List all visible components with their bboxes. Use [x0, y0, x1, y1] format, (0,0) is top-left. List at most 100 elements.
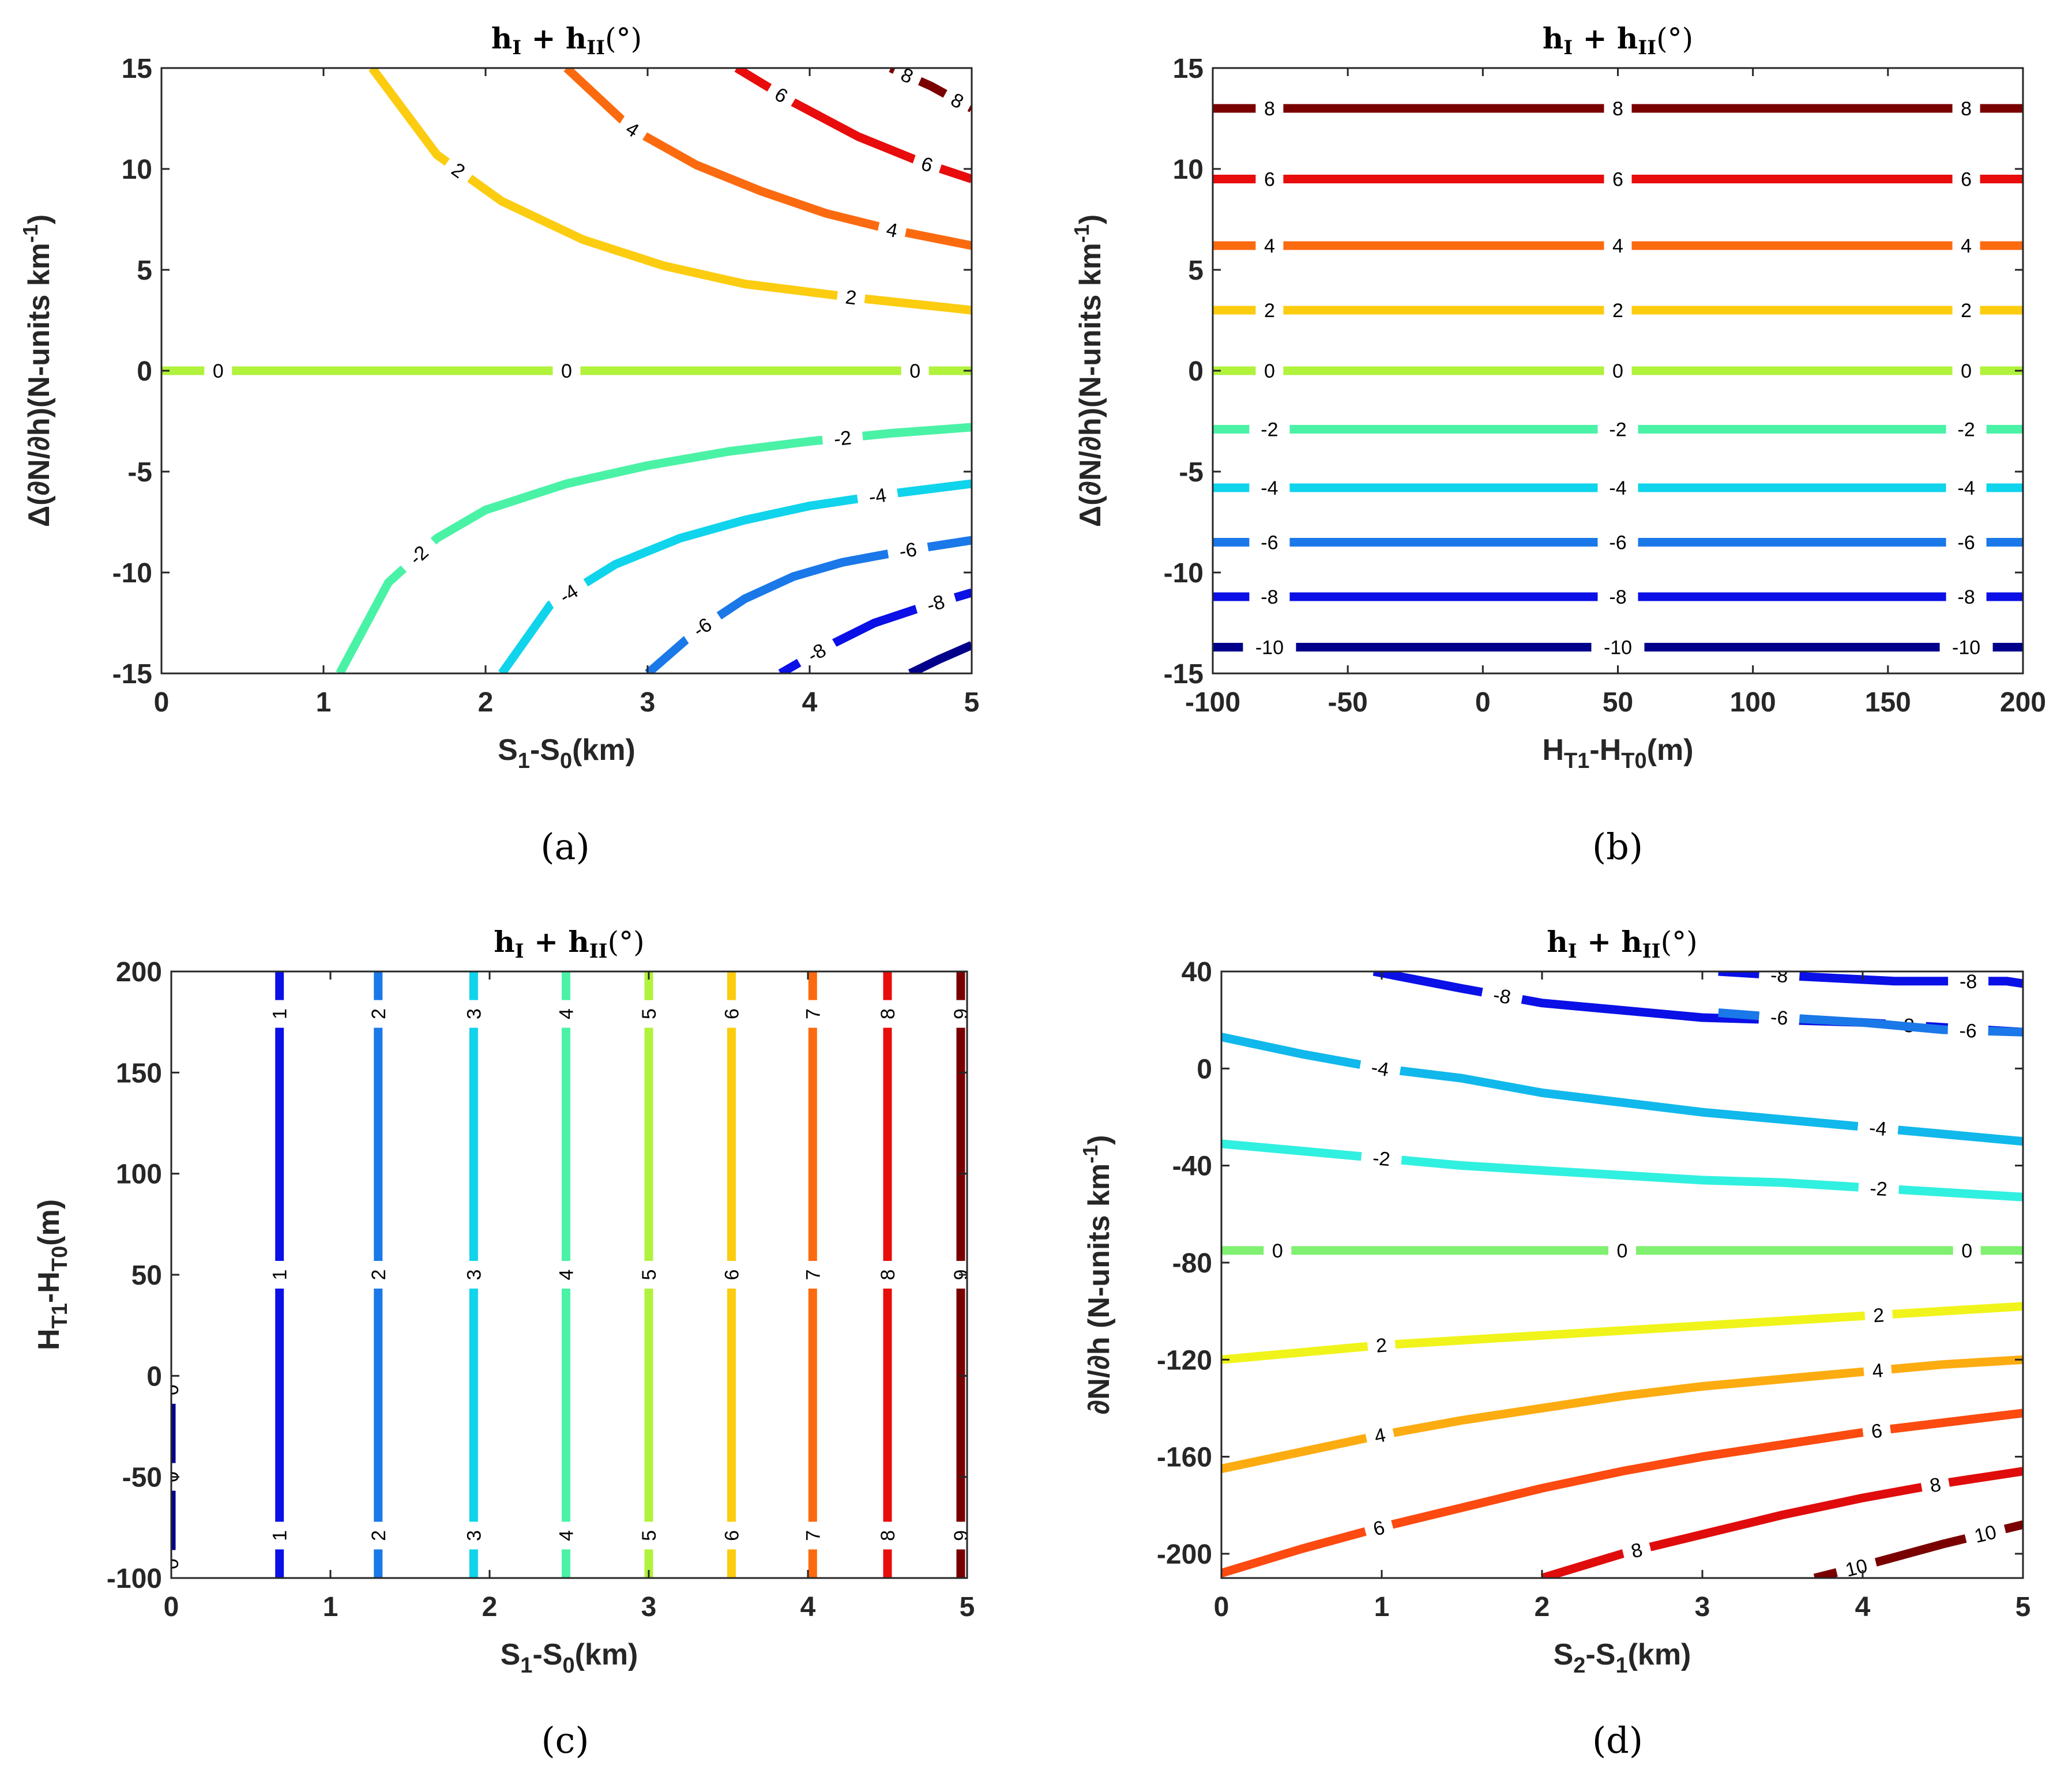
contour-label--2: -2	[1857, 1174, 1900, 1203]
contour-label-6: 6	[1861, 1416, 1892, 1445]
contour-label-bg	[1597, 475, 1638, 500]
contour-label-6: 6	[909, 148, 945, 181]
contour-label-2: 2	[1255, 297, 1284, 323]
contour-label-4: 4	[1863, 1356, 1893, 1385]
y-tick-label: -10	[112, 558, 152, 589]
contour-label-bg	[461, 1000, 487, 1028]
contour-label-4: 4	[553, 1000, 579, 1028]
contour-label-2: 2	[365, 1522, 391, 1550]
contour-label-7: 7	[800, 1522, 826, 1550]
y-tick-label: -5	[1179, 457, 1204, 488]
contour-label-bg	[948, 1522, 967, 1550]
contour-label-bg	[948, 1000, 967, 1028]
contour-label-text: -2	[833, 427, 852, 450]
contour-label-10: 10	[1962, 1516, 2008, 1551]
x-tick-label: 2	[478, 687, 494, 718]
contour-label-8: 8	[1255, 96, 1284, 121]
contour-label-bg	[1255, 233, 1284, 258]
contour-label-text: -8	[1609, 586, 1626, 608]
contour-label-text: 2	[1961, 300, 1972, 322]
contour-label-text: 10	[1843, 1555, 1870, 1581]
contour-label-text: -8	[1960, 971, 1977, 993]
contour-label-text: -4	[867, 484, 888, 509]
contour-label-bg	[266, 1261, 292, 1289]
contour-label-bg	[461, 1261, 487, 1289]
contour-label-bg	[1255, 297, 1284, 323]
x-tick-label: 3	[640, 687, 656, 718]
contour-label-0: 0	[1952, 358, 1980, 383]
contour-label-bg	[1952, 297, 1980, 323]
contour-label-text: 4	[1612, 235, 1623, 257]
contour-label-4: 4	[553, 1261, 579, 1289]
contour-label-bg	[171, 1463, 184, 1491]
contour-label-5: 5	[636, 1522, 661, 1550]
contour-label-text: 2	[1375, 1334, 1388, 1357]
contour-label-bg	[1362, 1512, 1396, 1544]
contour-label-bg	[266, 1000, 292, 1028]
contour-label--8: -8	[1946, 584, 1987, 609]
y-tick-label: 5	[1188, 255, 1204, 286]
contour-label-3: 3	[461, 1261, 487, 1289]
contour-label-bg	[553, 1000, 579, 1028]
x-tick-label: 1	[1374, 1592, 1390, 1622]
contour-label-bg	[800, 1522, 826, 1550]
contour-label-text: 3	[463, 1530, 485, 1541]
contour-label-bg	[204, 358, 232, 383]
x-tick-label: 0	[154, 687, 170, 718]
panel-caption: (d)	[1592, 1719, 1643, 1761]
contour-label-2: 2	[439, 152, 477, 189]
contour-label-0: 0	[1604, 358, 1632, 383]
contour-label-text: 4	[1961, 235, 1972, 257]
contour-label-text: -2	[1957, 419, 1975, 441]
contour-label-4: 4	[614, 111, 652, 148]
contour-label-6: 6	[1604, 166, 1632, 192]
contour-label-8: 8	[875, 1261, 900, 1289]
contour-label-2: 2	[1952, 297, 1980, 323]
y-tick-label: -5	[127, 457, 152, 488]
contour-label-text: -4	[1609, 477, 1626, 499]
contour-label-bg	[1939, 634, 1993, 660]
contour-label--8: -8	[1480, 980, 1525, 1012]
y-tick-label: -160	[1157, 1443, 1212, 1473]
y-axis-label: HT1-HT0(m)	[32, 1199, 72, 1350]
contour-label-bg	[1608, 1237, 1636, 1263]
contour-label-text: -8	[1491, 984, 1513, 1009]
contour-label-2: 2	[1864, 1301, 1893, 1329]
contour-label-2: 2	[1366, 1331, 1397, 1359]
contour-label-text: -2	[1372, 1147, 1392, 1171]
y-tick-label: -120	[1157, 1345, 1212, 1376]
contour-label-text: 2	[1264, 300, 1275, 322]
contour-label-text: -6	[1261, 532, 1278, 554]
contour-label-bg	[1952, 166, 1980, 192]
contour-label-text: -4	[1370, 1057, 1390, 1081]
contour-label-bg	[1863, 1356, 1893, 1385]
x-axis-label: S1-S0(km)	[498, 733, 635, 773]
contour-label-6: 6	[719, 1000, 744, 1028]
contour-label-text: 8	[1612, 98, 1623, 120]
contour-label-6: 6	[1952, 166, 1980, 192]
contour-label-7: 7	[800, 1000, 826, 1028]
contour-label-4: 4	[875, 214, 909, 245]
contour-label-text: 9	[950, 1530, 972, 1541]
contour-line--10	[908, 641, 972, 673]
contour-label-text: -8	[1957, 586, 1975, 608]
y-tick-label: -50	[122, 1463, 162, 1493]
contour-label--4: -4	[855, 480, 900, 511]
contour-label-1: 1	[266, 1261, 292, 1289]
contour-label-bg	[1952, 96, 1980, 121]
contour-label-bg	[1597, 584, 1638, 609]
contour-label-text: 0	[1612, 360, 1623, 382]
contour-label-text: 7	[802, 1008, 824, 1019]
contour-label-0: 0	[1608, 1237, 1636, 1263]
contour-label-6: 6	[719, 1522, 744, 1550]
contour-label-text: 6	[1870, 1420, 1883, 1443]
contour-label-text: 5	[638, 1530, 660, 1541]
contour-label-3: 3	[461, 1522, 487, 1550]
contour-label-bg	[1480, 980, 1525, 1012]
contour-label-text: 0	[1264, 360, 1275, 382]
contour-label-text: 6	[1612, 169, 1623, 191]
contour-label-bg	[1946, 416, 1987, 442]
